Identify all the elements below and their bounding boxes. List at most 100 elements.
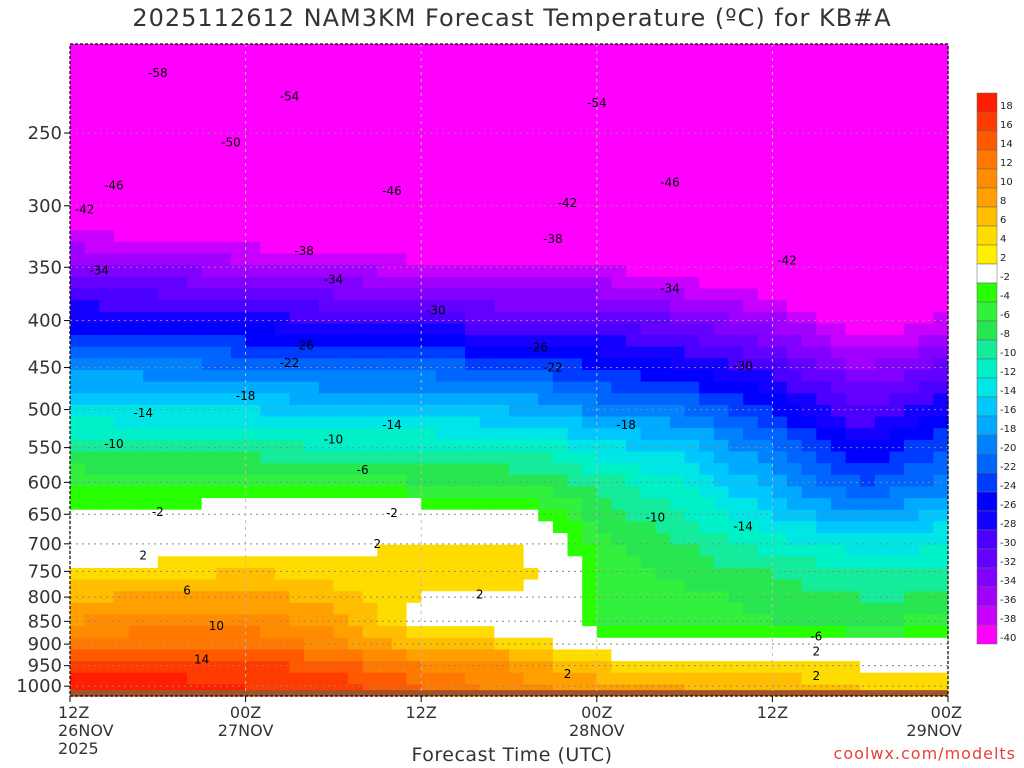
credit-text[interactable]: coolwx.com/modelts (833, 744, 1016, 763)
heatmap-cell (362, 509, 378, 522)
heatmap-cell (143, 323, 159, 336)
heatmap-cell (655, 463, 671, 476)
heatmap-cell (713, 137, 730, 150)
heatmap-cell (348, 533, 364, 546)
heatmap-cell (772, 672, 788, 685)
heatmap-cell (377, 230, 393, 243)
heatmap-cell (669, 67, 686, 80)
heatmap-cell (801, 113, 817, 127)
heatmap-cell (245, 439, 261, 453)
heatmap-cell (304, 579, 320, 592)
heatmap-cell (626, 346, 642, 359)
heatmap-cell (333, 428, 349, 441)
heatmap-cell (216, 509, 232, 522)
heatmap-cell (669, 486, 686, 499)
heatmap-cell (99, 172, 115, 185)
heatmap-cell (450, 428, 466, 441)
heatmap-cell (70, 113, 86, 127)
heatmap-cell (845, 44, 861, 57)
heatmap-cell (801, 498, 817, 511)
heatmap-cell (479, 44, 495, 57)
heatmap-cell (435, 113, 452, 127)
heatmap-cell (172, 300, 188, 313)
heatmap-cell (860, 579, 876, 592)
heatmap-cell (523, 649, 539, 662)
heatmap-cell (860, 102, 876, 115)
heatmap-cell (787, 614, 803, 627)
heatmap-cell (84, 486, 100, 499)
heatmap-cell (274, 125, 291, 138)
heatmap-cell (611, 113, 627, 127)
heatmap-cell (187, 90, 203, 103)
heatmap-cell (348, 113, 364, 127)
heatmap-cell (113, 241, 130, 255)
heatmap-cell (274, 55, 291, 68)
heatmap-cell (245, 602, 261, 616)
heatmap-cell (757, 55, 773, 68)
heatmap-cell (143, 637, 159, 651)
heatmap-cell (626, 416, 642, 429)
heatmap-cell (904, 393, 920, 406)
heatmap-cell (362, 521, 378, 534)
heatmap-cell (260, 637, 276, 651)
heatmap-cell (889, 579, 905, 592)
heatmap-cell (699, 230, 715, 243)
heatmap-cell (933, 451, 949, 464)
heatmap-cell (245, 567, 261, 581)
heatmap-cell (362, 614, 378, 627)
heatmap-cell (874, 381, 891, 394)
heatmap-cell (450, 672, 466, 685)
heatmap-cell (801, 172, 817, 185)
heatmap-cell (699, 113, 715, 127)
heatmap-cell (348, 474, 364, 488)
heatmap-cell (362, 90, 378, 103)
heatmap-cell (743, 521, 759, 534)
heatmap-cell (274, 276, 291, 290)
heatmap-cell (787, 509, 803, 522)
heatmap-cell (830, 300, 847, 313)
heatmap-cell (143, 160, 159, 173)
heatmap-cell (406, 172, 422, 185)
heatmap-cell (304, 393, 320, 406)
heatmap-cell (99, 451, 115, 464)
heatmap-cell (640, 404, 656, 418)
heatmap-cell (201, 137, 217, 150)
heatmap-cell (362, 148, 378, 162)
heatmap-cell (465, 474, 481, 488)
heatmap-cell (201, 44, 217, 57)
heatmap-cell (157, 602, 174, 616)
heatmap-cell (172, 556, 188, 569)
heatmap-cell (70, 556, 86, 569)
heatmap-cell (99, 90, 115, 103)
heatmap-cell (465, 451, 481, 464)
heatmap-cell (201, 288, 217, 301)
heatmap-cell (70, 358, 86, 371)
heatmap-cell (187, 241, 203, 255)
heatmap-cell (552, 416, 569, 429)
heatmap-cell (933, 370, 949, 383)
heatmap-cell (582, 567, 598, 581)
heatmap-cell (889, 288, 905, 301)
heatmap-cell (509, 218, 525, 231)
y-tick-label: 450 (28, 358, 62, 379)
heatmap-cell (509, 626, 525, 639)
heatmap-cell (845, 241, 861, 255)
heatmap-cell (348, 288, 364, 301)
heatmap-cell (611, 253, 627, 266)
heatmap-cell (596, 416, 613, 429)
heatmap-cell (596, 463, 613, 476)
contour-label: 2 (564, 667, 572, 681)
heatmap-cell (172, 241, 188, 255)
heatmap-cell (552, 218, 569, 231)
heatmap-cell (684, 602, 700, 616)
heatmap-cell (113, 207, 130, 220)
heatmap-cell (582, 579, 598, 592)
heatmap-cell (70, 288, 86, 301)
heatmap-cell (172, 614, 188, 627)
heatmap-cell (567, 428, 583, 441)
heatmap-cell (435, 265, 452, 278)
heatmap-cell (640, 207, 656, 220)
heatmap-cell (377, 300, 393, 313)
heatmap-cell (304, 90, 320, 103)
heatmap-cell (377, 393, 393, 406)
